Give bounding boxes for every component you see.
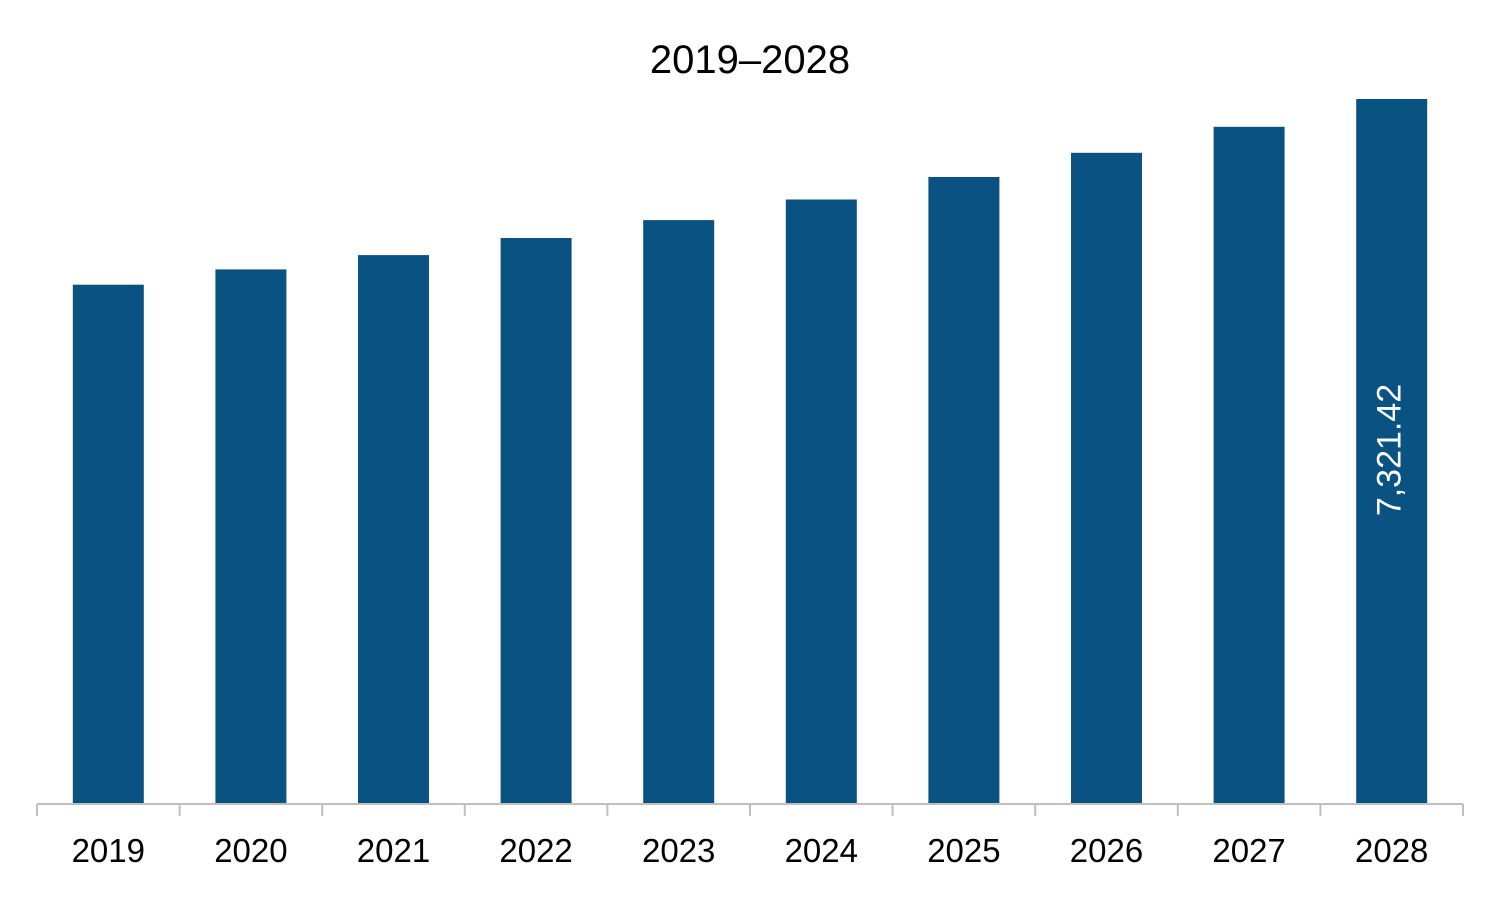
x-tick-label-2028: 2028 [1355,832,1428,869]
chart-title: 2019–2028 [650,38,850,82]
bar-2025 [928,177,1000,804]
bar-2027 [1213,126,1285,805]
bar-2020 [215,269,287,804]
x-tick-label-2021: 2021 [357,832,430,869]
x-tick-label-2023: 2023 [642,832,715,869]
bar-2019 [72,284,144,804]
x-tick-label-2025: 2025 [927,832,1000,869]
bar-2024 [785,199,857,804]
bar-2028 [1356,99,1428,804]
x-axis-tick-labels: 2019 2020 2021 2022 2023 2024 2025 2026 2027 2028 [72,832,1429,869]
data-labels-group: 7,321.42 [1371,384,1409,516]
bar-2026 [1071,152,1142,805]
bars-group [72,99,1428,805]
x-tick-label-2027: 2027 [1212,832,1285,869]
x-tick-label-2020: 2020 [214,832,287,869]
x-tick-label-2024: 2024 [785,832,858,869]
bar-2021 [358,255,429,805]
x-tick-label-2019: 2019 [72,832,145,869]
x-axis-ticks [36,804,1464,816]
bar-2022 [500,238,572,804]
bar-2023 [643,220,715,805]
x-tick-label-2022: 2022 [499,832,572,869]
data-label-2028: 7,321.42 [1371,384,1409,516]
x-tick-label-2026: 2026 [1070,832,1143,869]
